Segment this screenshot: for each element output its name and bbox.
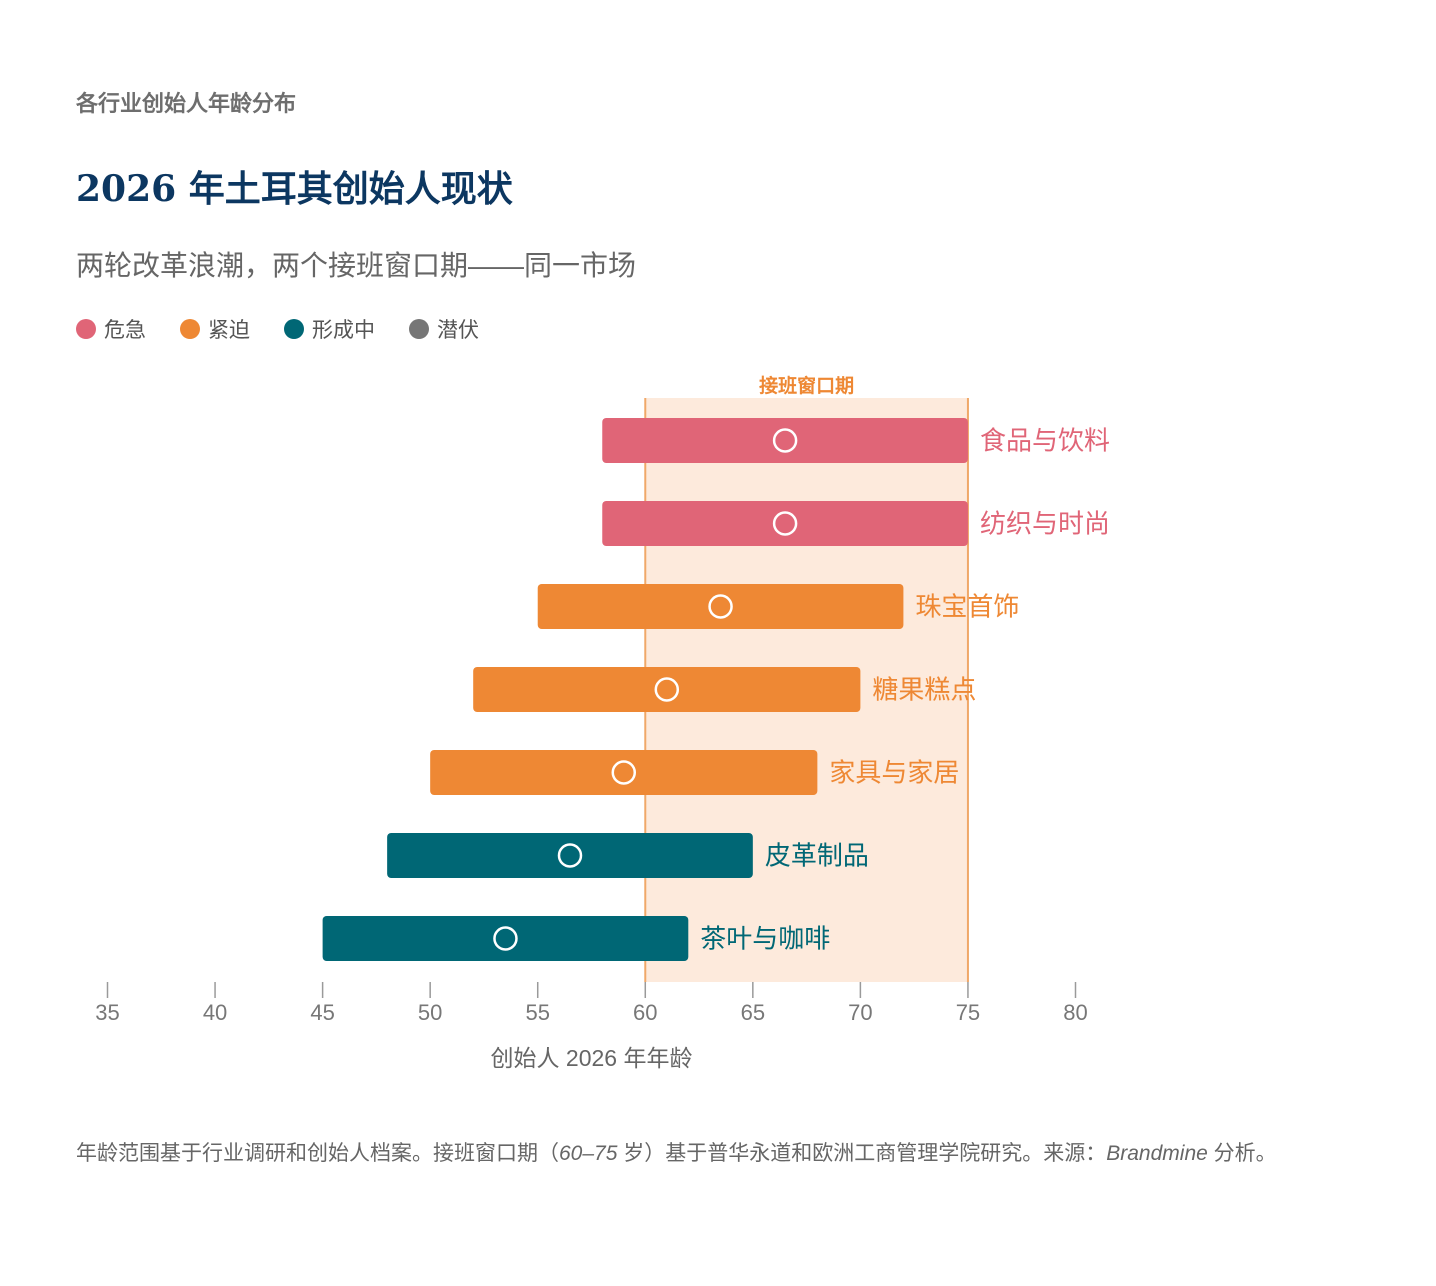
legend-item-critical: 危急	[76, 314, 146, 344]
legend-swatch-forming	[284, 319, 304, 339]
median-marker	[493, 926, 518, 951]
legend-swatch-critical	[76, 319, 96, 339]
x-tick-label: 55	[525, 1000, 549, 1025]
x-tick-label: 75	[956, 1000, 980, 1025]
legend-label-latent: 潜伏	[437, 319, 479, 342]
x-tick-label: 60	[633, 1000, 657, 1025]
window-label: 接班窗口期	[759, 374, 854, 397]
bar-row: 家具与家居	[430, 750, 959, 795]
range-bar	[537, 584, 904, 629]
x-tick-label: 40	[203, 1000, 227, 1025]
median-marker	[654, 677, 680, 702]
bar-label: 家具与家居	[829, 758, 959, 788]
chart-title: 2026 年土耳其创始人现状	[76, 168, 513, 210]
legend: 危急 紧迫 形成中 潜伏	[76, 314, 513, 344]
bar-label: 纺织与时尚	[980, 509, 1110, 539]
legend-item-forming: 形成中	[284, 314, 375, 344]
legend-swatch-urgent	[180, 319, 200, 339]
range-bar	[322, 916, 689, 961]
legend-label-forming: 形成中	[312, 319, 375, 342]
bar-row: 糖果糕点	[473, 667, 976, 712]
x-tick-label: 65	[741, 1000, 765, 1025]
median-marker	[611, 760, 637, 785]
bar-row: 纺织与时尚	[602, 501, 1110, 546]
bar-label: 珠宝首饰	[915, 592, 1019, 622]
x-tick-label: 35	[95, 1000, 119, 1025]
bar-row: 食品与饮料	[602, 418, 1110, 463]
footnote-range: 60–75	[559, 1142, 618, 1165]
legend-label-urgent: 紧迫	[208, 319, 250, 342]
bar-label: 皮革制品	[765, 841, 869, 871]
x-tick-label: 50	[418, 1000, 442, 1025]
median-marker	[708, 594, 733, 619]
range-bar	[602, 418, 968, 463]
range-bar	[602, 501, 968, 546]
footnote: 年龄范围基于行业调研和创始人档案。接班窗口期（60–75 岁）基于普华永道和欧洲…	[76, 1138, 1366, 1169]
legend-swatch-latent	[409, 319, 429, 339]
chart-eyebrow: 各行业创始人年龄分布	[76, 91, 297, 116]
median-marker	[557, 843, 583, 868]
x-axis-title: 创始人 2026 年年龄	[491, 1045, 693, 1071]
x-tick-label: 80	[1063, 1000, 1087, 1025]
bar-label: 食品与饮料	[980, 426, 1110, 456]
median-marker	[772, 428, 798, 453]
footnote-text-1: 年龄范围基于行业调研和创始人档案。接班窗口期（	[76, 1142, 559, 1165]
footnote-source: Brandmine	[1106, 1142, 1208, 1165]
footnote-text-2: 岁）基于普华永道和欧洲工商管理学院研究。来源：	[617, 1142, 1107, 1165]
median-marker	[772, 511, 798, 536]
chart-subtitle: 两轮改革浪潮，两个接班窗口期——同一市场	[76, 250, 637, 281]
legend-item-latent: 潜伏	[409, 314, 479, 344]
x-tick-label: 70	[848, 1000, 872, 1025]
bar-row: 皮革制品	[387, 833, 869, 878]
range-bar	[473, 667, 861, 712]
range-bar	[430, 750, 818, 795]
footnote-text-3: 分析。	[1207, 1142, 1277, 1165]
legend-item-urgent: 紧迫	[180, 314, 250, 344]
bar-label: 糖果糕点	[872, 675, 976, 705]
bar-row: 茶叶与咖啡	[322, 916, 830, 961]
x-tick-label: 45	[310, 1000, 334, 1025]
range-bar	[387, 833, 753, 878]
bar-label: 茶叶与咖啡	[700, 924, 830, 954]
legend-label-critical: 危急	[104, 319, 146, 342]
bar-row: 珠宝首饰	[537, 584, 1019, 629]
